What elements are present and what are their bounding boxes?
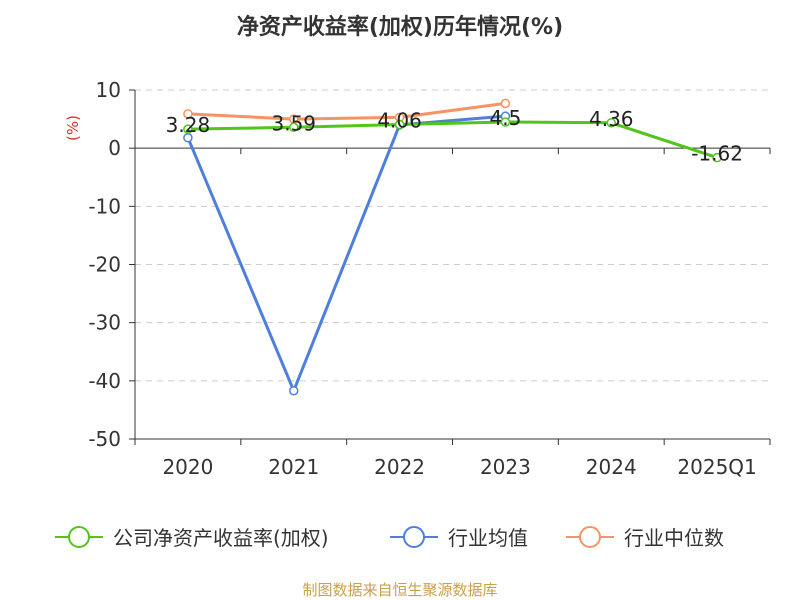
data-label: -1.62	[691, 142, 743, 166]
y-tick-label: -30	[88, 311, 121, 335]
data-label: 4.5	[490, 106, 522, 130]
legend-marker-circle	[68, 526, 90, 548]
y-axis-label: (%)	[64, 115, 82, 141]
x-tick-label: 2023	[480, 455, 531, 479]
y-tick-label: 10	[96, 78, 121, 102]
data-point-0	[394, 119, 405, 130]
data-point-0	[183, 124, 193, 134]
data-point-0	[500, 117, 511, 127]
legend-marker-circle	[403, 526, 425, 548]
y-tick-label: -20	[88, 253, 121, 277]
data-point-2	[183, 109, 193, 119]
data-point-0	[289, 122, 299, 133]
x-tick-label: 2020	[162, 455, 213, 479]
legend-marker-circle	[579, 526, 601, 548]
chart-title: 净资产收益率(加权)历年情况(%)	[237, 14, 563, 40]
data-point-2	[500, 98, 511, 109]
data-point-1	[289, 385, 299, 396]
legend-label: 公司净资产收益率(加权)	[113, 526, 329, 550]
data-label: 4.36	[589, 107, 634, 131]
series-line-2	[186, 101, 507, 121]
data-label: 3.59	[271, 111, 316, 135]
legend-label: 行业均值	[448, 526, 528, 550]
y-tick-label: -10	[88, 194, 121, 218]
data-label: 4.06	[377, 109, 422, 133]
x-tick-label: 2024	[586, 455, 637, 479]
legend-label: 行业中位数	[624, 526, 724, 550]
data-label: 3.28	[166, 113, 211, 137]
y-tick-label: -40	[88, 369, 121, 393]
series-line-1	[186, 114, 507, 393]
x-tick-label: 2025Q1	[677, 455, 756, 479]
data-point-0	[712, 152, 722, 163]
y-tick-label: 0	[108, 136, 121, 160]
source-note: 制图数据来自恒生聚源数据库	[302, 581, 497, 599]
series-line-0	[186, 120, 719, 160]
x-tick-label: 2022	[374, 455, 425, 479]
x-tick-label: 2021	[268, 455, 319, 479]
y-tick-label: -50	[88, 427, 121, 451]
data-point-0	[606, 118, 616, 128]
